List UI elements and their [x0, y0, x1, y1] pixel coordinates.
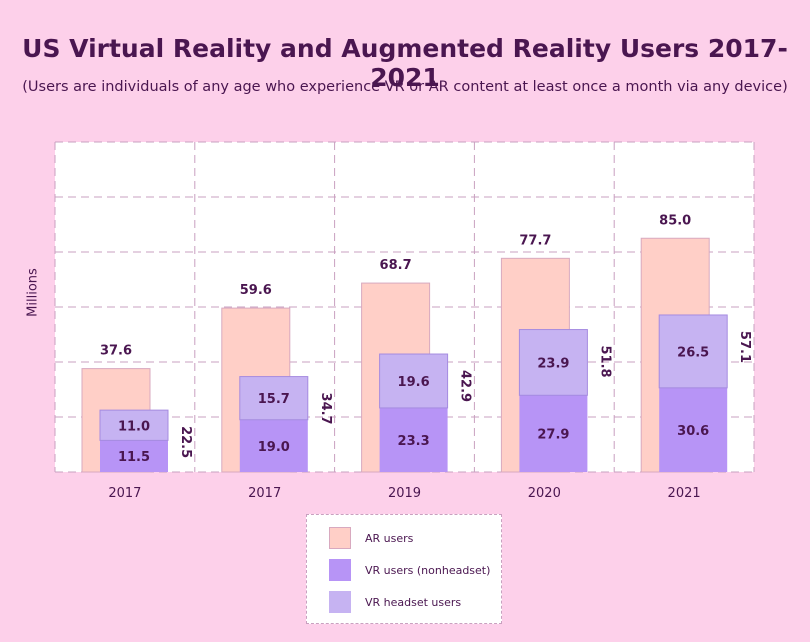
legend-item-ar: AR users — [329, 527, 413, 549]
data-label-vr-total: 51.8 — [597, 346, 612, 378]
data-label-ar: 77.7 — [519, 233, 551, 248]
x-tick-label: 2021 — [668, 486, 701, 501]
x-tick-label: 2019 — [388, 486, 421, 501]
data-label-ar: 85.0 — [659, 213, 691, 228]
x-tick-label: 2020 — [528, 486, 561, 501]
data-label-vr-headset: 11.0 — [118, 419, 150, 434]
data-label-vr-total: 57.1 — [737, 331, 752, 363]
legend-swatch-vr-nonheadset — [329, 559, 351, 581]
data-label-vr-nonheadset: 11.5 — [118, 450, 150, 465]
bar-vr-nonheadset — [659, 387, 728, 472]
data-label-ar: 37.6 — [100, 344, 132, 359]
chart-title: US Virtual Reality and Augmented Reality… — [22, 34, 788, 92]
legend-swatch-vr-headset — [329, 591, 351, 613]
legend: AR users VR users (nonheadset) VR headse… — [306, 514, 502, 624]
data-label-ar: 68.7 — [380, 258, 412, 273]
x-tick-label: 2017 — [108, 486, 141, 501]
bar-vr-headset — [658, 314, 728, 389]
bar-vr-headset — [239, 376, 309, 421]
data-label-vr-headset: 19.6 — [398, 375, 430, 390]
chart-subtitle: (Users are individuals of any age who ex… — [22, 79, 788, 95]
bar-vr-headset — [99, 409, 169, 441]
bar-vr-nonheadset — [519, 395, 588, 472]
x-tick-label: 2017 — [248, 486, 281, 501]
data-label-vr-total: 42.9 — [458, 370, 473, 402]
data-label-vr-headset: 26.5 — [677, 345, 709, 360]
data-label-vr-total: 34.7 — [318, 393, 333, 425]
legend-item-vr-nonheadset: VR users (nonheadset) — [329, 559, 490, 581]
data-label-ar: 59.6 — [240, 283, 272, 298]
bar-vr-headset — [518, 329, 588, 396]
legend-label-vr-nonheadset: VR users (nonheadset) — [365, 563, 491, 577]
legend-swatch-ar — [329, 527, 351, 549]
legend-label-vr-headset: VR headset users — [365, 595, 462, 609]
bar-vr-nonheadset — [239, 419, 308, 472]
legend-item-vr-headset: VR headset users — [329, 591, 461, 613]
bar-vr-headset — [379, 353, 449, 409]
data-label-vr-headset: 15.7 — [258, 392, 290, 407]
legend-label-ar: AR users — [365, 531, 414, 545]
bar-vr-nonheadset — [100, 440, 168, 472]
data-label-vr-headset: 23.9 — [537, 356, 569, 371]
data-label-vr-nonheadset: 27.9 — [537, 428, 569, 443]
data-label-vr-nonheadset: 23.3 — [398, 434, 430, 449]
data-label-vr-total: 22.5 — [178, 426, 193, 458]
data-label-vr-nonheadset: 19.0 — [258, 440, 290, 455]
data-label-vr-nonheadset: 30.6 — [677, 424, 709, 439]
bar-vr-nonheadset — [379, 407, 448, 472]
